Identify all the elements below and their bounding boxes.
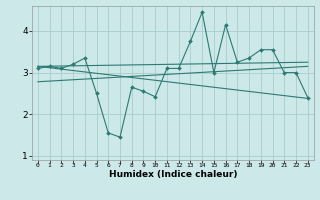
X-axis label: Humidex (Indice chaleur): Humidex (Indice chaleur) — [108, 170, 237, 179]
